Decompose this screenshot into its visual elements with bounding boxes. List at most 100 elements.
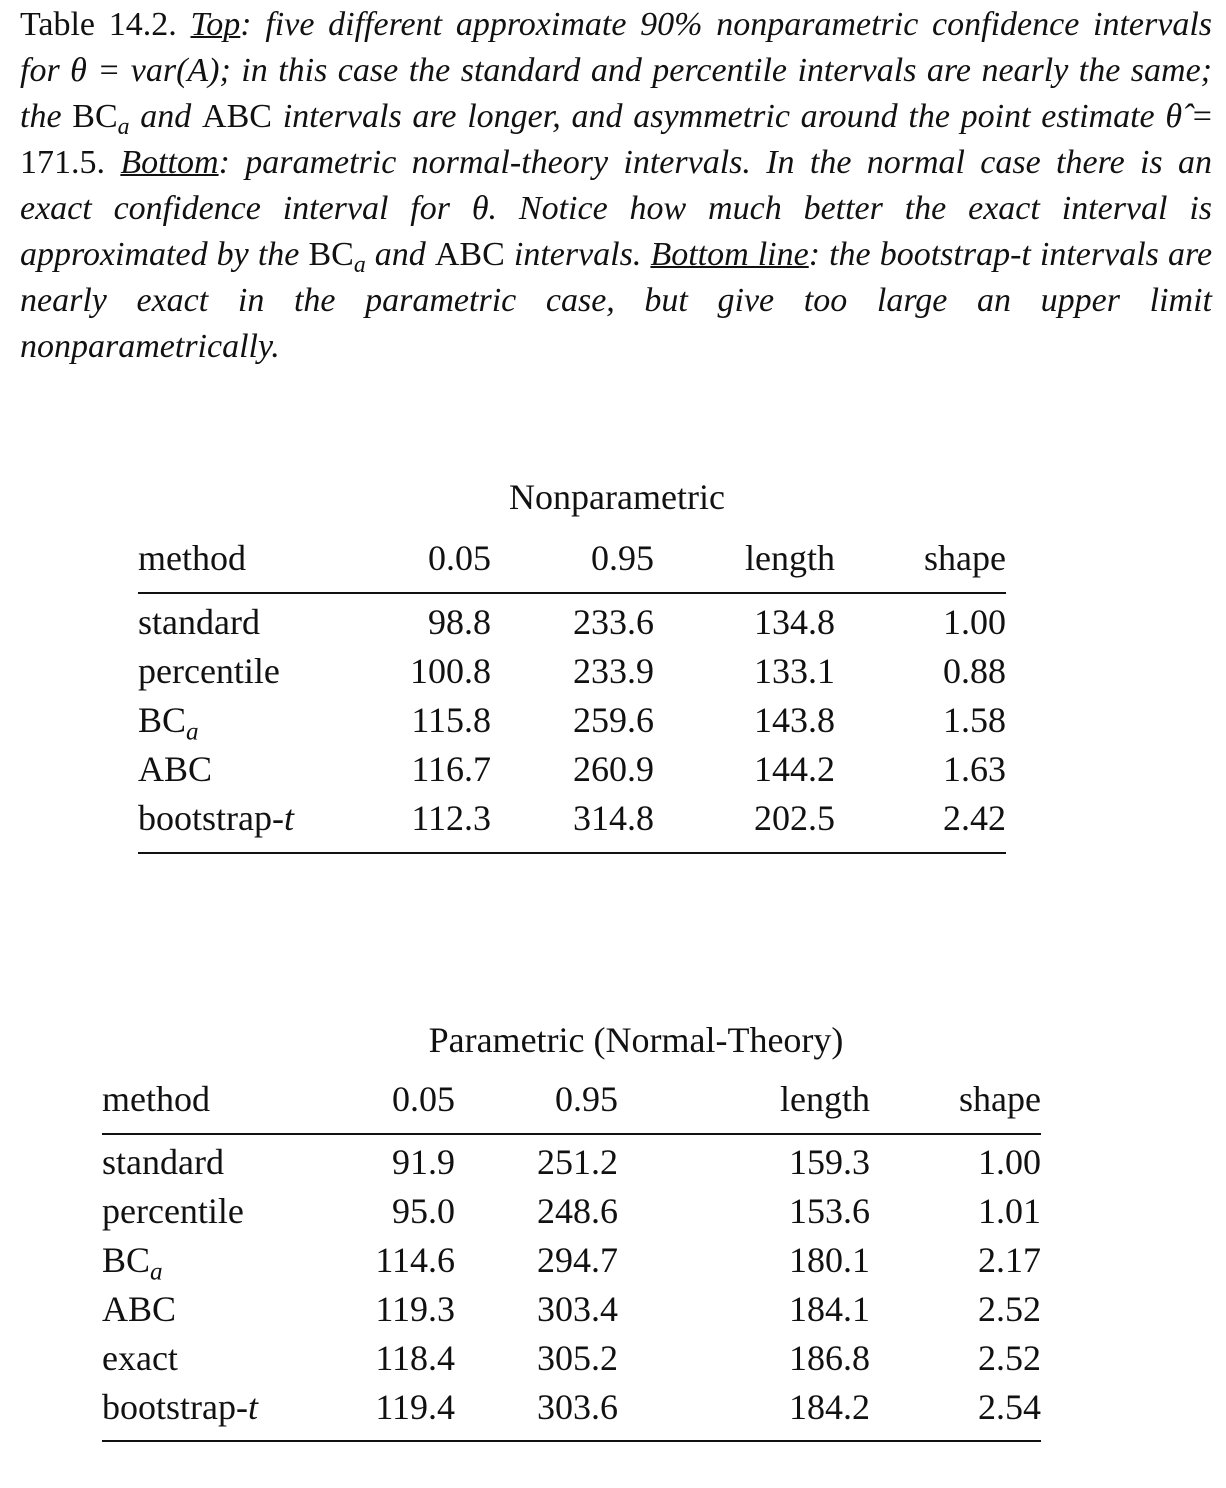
value-cell: 2.54 xyxy=(978,1387,1041,1427)
caption-emphasis: Bottom line xyxy=(650,236,809,273)
method-name: percentile xyxy=(138,651,280,691)
value-cell: 233.9 xyxy=(573,651,654,691)
value-cell: 115.8 xyxy=(411,700,491,740)
caption-emphasis: Bottom xyxy=(120,144,219,181)
rule xyxy=(102,1440,1041,1442)
value-cell: 259.6 xyxy=(573,700,654,740)
value-cell: 233.6 xyxy=(573,602,654,642)
column-header: length xyxy=(780,1079,870,1119)
value-cell: 133.1 xyxy=(754,651,835,691)
caption-text: = 171.5. xyxy=(20,98,1212,181)
value-cell: 159.3 xyxy=(789,1142,870,1182)
rule xyxy=(138,852,1006,854)
caption-text: : five different approximate 90% nonpara… xyxy=(20,6,1212,135)
method-name: percentile xyxy=(102,1191,244,1231)
method-name: standard xyxy=(102,1142,224,1182)
value-cell: 260.9 xyxy=(573,749,654,789)
caption-symbol: BC xyxy=(308,236,354,273)
caption-symbol: θ̂ xyxy=(1165,98,1183,135)
column-header: shape xyxy=(924,538,1006,578)
method-italic: t xyxy=(247,1387,258,1427)
value-cell: 112.3 xyxy=(411,798,491,838)
method-cell: standard xyxy=(102,1142,224,1182)
method-name: exact xyxy=(102,1338,178,1378)
caption-text: and xyxy=(129,98,203,135)
caption-text: : parametric normal-theory intervals. In… xyxy=(20,144,1213,273)
value-cell: 294.7 xyxy=(537,1240,618,1280)
method-cell: bootstrap-t xyxy=(102,1387,258,1427)
value-cell: 134.8 xyxy=(754,602,835,642)
value-cell: 202.5 xyxy=(754,798,835,838)
value-cell: 119.4 xyxy=(375,1387,455,1427)
method-italic: t xyxy=(283,798,294,838)
rule xyxy=(138,592,1006,594)
method-cell: ABC xyxy=(138,749,212,789)
value-cell: 1.00 xyxy=(978,1142,1041,1182)
method-name: bootstrap- xyxy=(102,1387,248,1427)
caption-text: intervals. xyxy=(504,236,651,273)
value-cell: 0.88 xyxy=(943,651,1006,691)
method-cell: BCa xyxy=(138,700,199,745)
value-cell: 119.3 xyxy=(375,1289,455,1329)
method-name: bootstrap- xyxy=(138,798,284,838)
column-header: 0.95 xyxy=(555,1079,618,1119)
value-cell: 314.8 xyxy=(573,798,654,838)
value-cell: 144.2 xyxy=(754,749,835,789)
value-cell: 116.7 xyxy=(411,749,491,789)
value-cell: 305.2 xyxy=(537,1338,618,1378)
method-subscript: a xyxy=(186,718,199,746)
column-header: method xyxy=(102,1079,210,1119)
value-cell: 118.4 xyxy=(375,1338,455,1378)
value-cell: 303.6 xyxy=(537,1387,618,1427)
value-cell: 184.1 xyxy=(789,1289,870,1329)
value-cell: 248.6 xyxy=(537,1191,618,1231)
value-cell: 186.8 xyxy=(789,1338,870,1378)
caption-symbol: ABC xyxy=(202,98,272,135)
caption-symbol: ABC xyxy=(434,236,505,273)
caption-subscript: a xyxy=(353,252,366,279)
caption-text: intervals are longer, and asymmetric aro… xyxy=(271,98,1166,135)
method-name: ABC xyxy=(138,749,213,789)
table-title: Parametric (Normal-Theory) xyxy=(428,1020,844,1060)
method-cell: bootstrap-t xyxy=(138,798,294,838)
value-cell: 1.00 xyxy=(943,602,1006,642)
caption: Table 14.2. Top: five different approxim… xyxy=(20,2,1212,370)
rule xyxy=(102,1133,1041,1135)
column-header: length xyxy=(745,538,835,578)
column-header: 0.05 xyxy=(392,1079,455,1119)
value-cell: 95.0 xyxy=(392,1191,455,1231)
method-name: standard xyxy=(138,602,260,642)
value-cell: 180.1 xyxy=(789,1240,870,1280)
method-name: BC xyxy=(138,700,187,740)
method-cell: standard xyxy=(138,602,260,642)
value-cell: 2.42 xyxy=(943,798,1006,838)
method-cell: percentile xyxy=(138,651,280,691)
value-cell: 2.52 xyxy=(978,1289,1041,1329)
caption-label: Table 14.2. xyxy=(20,6,177,43)
method-cell: percentile xyxy=(102,1191,244,1231)
method-name: BC xyxy=(102,1240,151,1280)
method-name: ABC xyxy=(102,1289,177,1329)
column-header: method xyxy=(138,538,246,578)
column-header: 0.95 xyxy=(591,538,654,578)
method-cell: exact xyxy=(102,1338,178,1378)
value-cell: 98.8 xyxy=(428,602,491,642)
column-header: 0.05 xyxy=(428,538,491,578)
value-cell: 100.8 xyxy=(410,651,491,691)
value-cell: 2.17 xyxy=(978,1240,1041,1280)
value-cell: 2.52 xyxy=(978,1338,1041,1378)
value-cell: 91.9 xyxy=(392,1142,455,1182)
value-cell: 184.2 xyxy=(789,1387,870,1427)
value-cell: 114.6 xyxy=(375,1240,455,1280)
value-cell: 303.4 xyxy=(537,1289,618,1329)
value-cell: 1.01 xyxy=(978,1191,1041,1231)
method-cell: BCa xyxy=(102,1240,163,1285)
column-header: shape xyxy=(959,1079,1041,1119)
caption-emphasis: Top xyxy=(190,6,241,43)
method-subscript: a xyxy=(150,1258,163,1286)
table-title: Nonparametric xyxy=(509,477,725,517)
value-cell: 143.8 xyxy=(754,700,835,740)
caption-text: : the bootstrap-t intervals are nearly e… xyxy=(20,236,1213,365)
value-cell: 251.2 xyxy=(537,1142,618,1182)
